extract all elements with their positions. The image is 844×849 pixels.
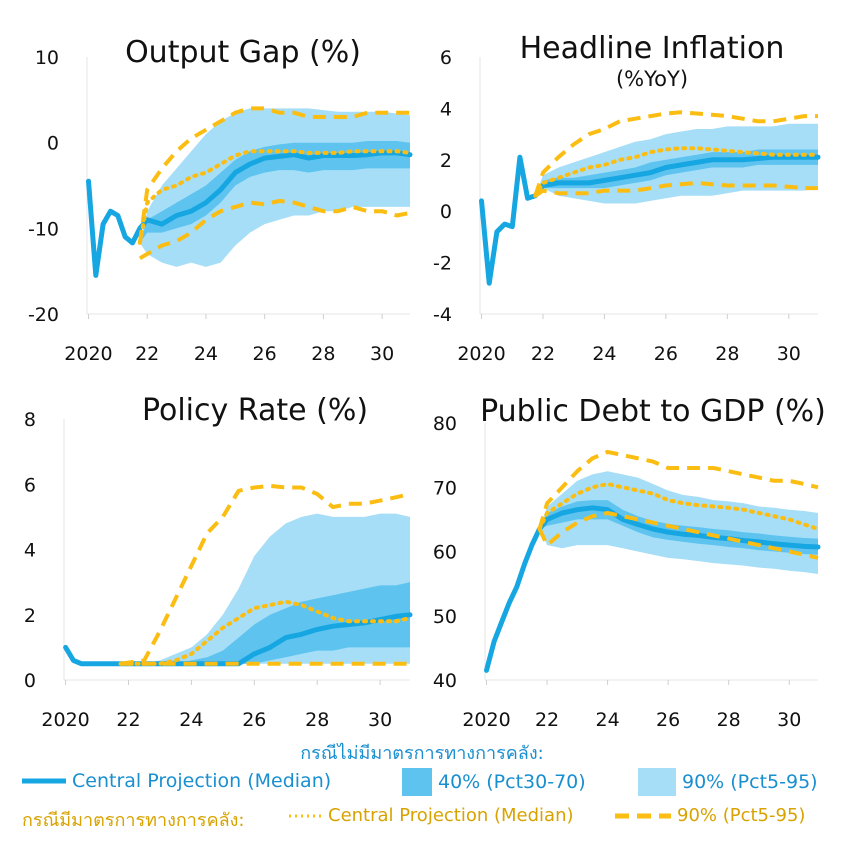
y-tick-label: 40: [433, 670, 457, 692]
legend-row-no-measure: Central Projection (Median) 40% (Pct30-7…: [0, 768, 844, 798]
median-line: [63, 612, 413, 667]
legend-item-median: Central Projection (Median): [22, 770, 331, 792]
legend-swatch-fiscal-dotted: [289, 814, 321, 817]
x-tick-label: 24: [194, 343, 218, 365]
legend-row-with-measure: กรณีมีมาตรการทางการคลัง: Central Project…: [0, 803, 844, 833]
y-tick-label: 70: [433, 477, 457, 499]
x-tick-label: 26: [242, 709, 266, 731]
x-tick-label: 24: [592, 343, 616, 365]
y-tick-label: 50: [433, 606, 457, 628]
x-tick-label: 30: [777, 709, 801, 731]
fiscal-band90-lower-line: [534, 180, 818, 198]
y-tick-label: 60: [433, 542, 457, 564]
fiscal-band90-lower-line: [537, 511, 819, 560]
band-40-pct: [139, 141, 410, 243]
y-tick-label: 0: [24, 670, 36, 692]
band-90-pct: [539, 471, 818, 574]
x-tick-label: 28: [305, 709, 329, 731]
y-tick-label: -4: [433, 304, 452, 326]
chart-title: Policy Rate (%): [142, 393, 368, 428]
y-tick-label: 4: [440, 98, 452, 120]
x-tick-label: 22: [135, 343, 159, 365]
y-tick-label: 10: [35, 47, 59, 69]
legend-label-median: Central Projection (Median): [72, 770, 332, 792]
y-tick-label: -10: [28, 218, 59, 240]
x-tick-label: 22: [535, 709, 559, 731]
legend-label-fiscal-band90: 90% (Pct5-95): [677, 805, 806, 826]
y-tick-label: 8: [24, 409, 36, 431]
x-tick-label: 2020: [462, 709, 510, 731]
x-tick-label: 30: [370, 343, 394, 365]
x-tick-label: 26: [654, 343, 678, 365]
fiscal-median-line: [118, 599, 412, 666]
legend-swatch-band90: [638, 768, 676, 796]
band-90-pct: [139, 108, 410, 267]
x-tick-label: 22: [116, 709, 140, 731]
chart-subtitle: (%YoY): [616, 67, 688, 91]
fiscal-median-line: [533, 146, 820, 198]
y-tick-label: -20: [28, 304, 59, 326]
legend-item-band90: 90% (Pct5-95): [638, 768, 818, 796]
fiscal-band90-lower-line: [138, 198, 411, 261]
legend-item-band40: 40% (Pct30-70): [402, 768, 586, 796]
fiscal-median-line: [537, 482, 820, 531]
y-tick-label: 80: [433, 413, 457, 435]
y-tick-label: 0: [47, 133, 59, 155]
y-tick-label: 6: [24, 474, 36, 496]
fiscal-band90-upper-line: [537, 449, 819, 530]
legend-swatch-fiscal-dashed: [615, 813, 671, 818]
legend-swatch-median-line: [22, 778, 66, 784]
chart-title: Headline Inflation: [520, 31, 785, 66]
median-line: [479, 154, 821, 286]
fiscal-band90-upper-line: [137, 106, 410, 244]
fiscal-band90-upper-line: [533, 110, 818, 197]
x-tick-label: 28: [311, 343, 335, 365]
legend-swatch-band40: [402, 768, 432, 796]
y-tick-label: 2: [24, 605, 36, 627]
legend-label-fiscal-median: Central Projection (Median): [328, 805, 574, 826]
x-tick-label: 30: [777, 343, 801, 365]
x-tick-label: 24: [179, 709, 203, 731]
y-tick-label: -2: [433, 253, 452, 275]
y-tick-label: 6: [440, 47, 452, 69]
fiscal-median-line: [137, 149, 412, 245]
chart-title: Public Debt to GDP (%): [480, 394, 826, 429]
band-40-pct: [120, 582, 410, 664]
x-tick-label: 28: [715, 343, 739, 365]
x-tick-label: 28: [717, 709, 741, 731]
x-tick-label: 26: [253, 343, 277, 365]
x-tick-label: 24: [596, 709, 620, 731]
legend-heading-no-measure: กรณีไม่มีมาตรการทางการคลัง:: [300, 743, 544, 764]
x-tick-label: 2020: [64, 343, 112, 365]
y-tick-label: 2: [440, 150, 452, 172]
y-tick-label: 0: [440, 201, 452, 223]
legend-label-band40: 40% (Pct30-70): [438, 771, 586, 793]
x-tick-label: 2020: [41, 709, 89, 731]
legend-label-band90: 90% (Pct5-95): [682, 771, 818, 793]
x-tick-label: 2020: [457, 343, 505, 365]
legend-heading-with-measure: กรณีมีมาตรการทางการคลัง:: [22, 810, 245, 831]
legend-item-fiscal-median: Central Projection (Median): [288, 805, 574, 826]
legend-item-fiscal-band90: 90% (Pct5-95): [615, 805, 805, 826]
x-tick-label: 26: [656, 709, 680, 731]
median-line: [86, 150, 413, 278]
x-tick-label: 22: [531, 343, 555, 365]
y-tick-label: 4: [24, 540, 36, 562]
x-tick-label: 30: [368, 709, 392, 731]
fiscal-band90-upper-line: [120, 483, 411, 666]
chart-title: Output Gap (%): [125, 35, 361, 70]
median-line: [484, 505, 821, 673]
